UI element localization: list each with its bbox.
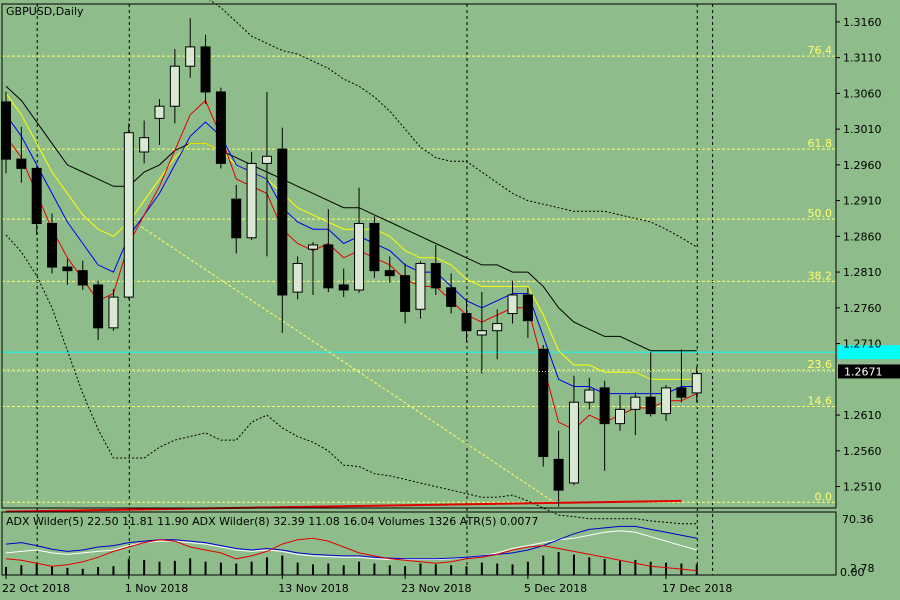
candle-bear [77,270,88,286]
candle-bear [645,396,656,415]
fib-trend-line [128,218,559,506]
ma-blue-line [5,114,697,395]
price-frame [1,3,837,509]
current-price-box [838,364,900,379]
price-tick-label: 1.2610 [843,409,882,422]
candle-bear [338,284,349,291]
price-tick-label: 1.2760 [843,302,882,315]
date-tick-label: 13 Nov 2018 [278,582,348,595]
indicator-axis-bottom-2: 0.00 [840,566,865,579]
candle-bear [93,284,104,329]
candle-bear [215,91,226,164]
price-tick-label: 1.2860 [843,230,882,243]
price-tick-label: 1.3010 [843,123,882,136]
adx-red-line [5,537,697,572]
date-tick-label: 1 Nov 2018 [125,582,188,595]
candle-bull [584,389,595,403]
price-pane: 76.4 61.8 50.0 38.2 23.6 14.6 0.0 [1,0,836,575]
candle-bull [185,46,196,67]
red-trend-line [5,499,682,513]
fib-level-label: 0.0 [815,490,833,503]
fib-level-label: 23.6 [808,358,833,371]
chart-title: GBPUSD,Daily [6,5,84,18]
fib-level-label: 76.4 [808,44,833,57]
price-tick-label: 1.2910 [843,195,882,208]
price-tick-label: 1.2710 [843,338,882,351]
fib-level-label: 50.0 [808,207,833,220]
indicator-axis-top: 70.36 [842,513,874,526]
candle-bear [676,387,687,398]
date-tick-label: 5 Dec 2018 [524,582,587,595]
date-tick-label: 17 Dec 2018 [662,582,732,595]
fib-level-label: 38.2 [808,269,833,282]
price-tick-label: 1.2560 [843,445,882,458]
candle-bull [476,330,487,336]
candle-bull [568,401,579,484]
candle-bear [16,158,27,169]
candle-bull [308,244,318,250]
candle-bear [446,287,457,307]
candle-bull [630,396,641,410]
adx-blue-line [5,525,697,560]
candle-bull [354,222,365,291]
candle-bear [400,275,411,312]
band-lower-line [5,234,697,525]
candle-bull [169,65,180,107]
candle-bear [461,313,472,332]
price-tick-label: 1.2810 [843,266,882,279]
candle-bull [615,408,625,425]
candle-bull [246,162,257,239]
axes: 1.2671 1.3160 1.3110 1.3060 1.3010 1.2960 1.29… [1,3,900,595]
candle-bull [261,155,272,164]
candle-bull [415,263,426,310]
cyan-price-marker [838,345,900,360]
candle-bear [1,101,11,160]
indicator-label: ADX Wilder(5) 22.50 11.81 11.90 ADX Wild… [6,515,538,528]
candle-bull [661,387,672,415]
candle-bear [31,167,42,224]
candle-bull [154,105,165,119]
candle-bear [538,348,549,458]
fib-level-label: 61.8 [808,137,833,150]
ma-red-line [5,99,698,430]
price-tick-label: 1.2960 [843,159,882,172]
current-price-label: 1.2671 [844,365,883,378]
candle-bear [47,222,58,268]
indicator-frame [1,511,837,576]
candle-bull [292,263,303,293]
candle-bear [62,266,73,272]
candle-bull [139,137,150,153]
candle-bear [553,458,564,491]
candle-bear [231,198,242,239]
band-upper-line [209,0,698,248]
candle-bear [384,270,395,277]
candle-bear [200,46,211,93]
candle-bear [277,148,288,296]
price-tick-label: 1.3160 [843,16,882,29]
candle-bull [507,294,518,315]
price-tick-label: 1.2510 [843,481,882,494]
date-tick-label: 22 Oct 2018 [2,582,70,595]
candle-bull [492,323,503,332]
candle-bull [123,132,134,298]
indicator-axis-bottom-1: 2.78 [850,562,875,575]
fib-level-label: 14.6 [808,394,833,407]
price-tick-label: 1.3060 [843,87,882,100]
adx-white-line [5,530,697,560]
candle-bear [369,222,380,272]
indicator-pane [5,525,698,575]
candle-bull [108,296,119,329]
candle-bear [599,387,610,425]
price-tick-label: 1.3110 [843,52,882,65]
candle-bear [323,244,334,289]
candle-bull [691,373,702,394]
candle-bear [430,263,441,289]
ma-yellow-line [5,93,697,380]
ma-black-line [5,85,697,352]
date-tick-label: 23 Nov 2018 [401,582,471,595]
candle-bear [522,294,533,322]
